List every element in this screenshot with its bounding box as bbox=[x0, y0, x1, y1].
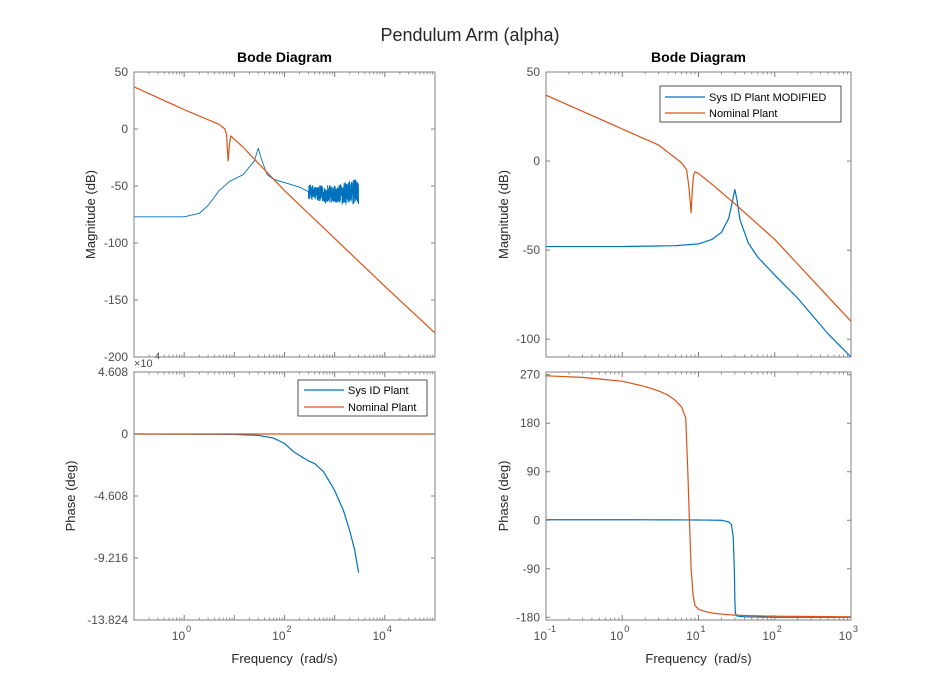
xtick-label-base: 10 bbox=[610, 629, 624, 643]
left-phase-legend: Sys ID Plant Nominal Plant bbox=[297, 379, 428, 417]
xtick-label-exponent: 2 bbox=[777, 624, 782, 634]
xtick-label: 10 1 bbox=[686, 624, 705, 643]
left-magnitude-ylabel: Magnitude (dB) bbox=[83, 170, 98, 259]
right-magnitude-title: Bode Diagram bbox=[651, 49, 746, 65]
right-phase-series-0 bbox=[546, 519, 851, 618]
left-phase-multiplier-base: ×10 bbox=[134, 358, 153, 370]
xtick-label-exponent: 3 bbox=[853, 624, 858, 634]
legend-label-sysid-modified: Sys ID Plant MODIFIED bbox=[709, 92, 826, 104]
ytick-label: -13.824 bbox=[87, 613, 128, 627]
xtick-label-exponent: -1 bbox=[548, 624, 556, 634]
xtick-label: 10 2 bbox=[762, 624, 781, 643]
ytick-label: 270 bbox=[520, 368, 540, 382]
left-magnitude-series-1 bbox=[134, 86, 435, 334]
xtick-label-base: 10 bbox=[686, 629, 700, 643]
xtick-label: 10 0 bbox=[172, 624, 191, 643]
xtick-label: 10 0 bbox=[610, 624, 629, 643]
legend-label-nominal: Nominal Plant bbox=[348, 402, 416, 414]
ytick-label: -100 bbox=[516, 332, 540, 346]
right-magnitude-legend-box bbox=[659, 85, 842, 123]
xtick-label-base: 10 bbox=[272, 629, 286, 643]
xtick-label: 10 2 bbox=[272, 624, 291, 643]
right-phase-series bbox=[546, 375, 851, 618]
left-phase-legend-box bbox=[297, 379, 428, 417]
right-magnitude-series bbox=[546, 94, 851, 357]
right-magnitude-series-0 bbox=[546, 188, 851, 357]
ytick-label: 180 bbox=[520, 416, 540, 430]
xtick-label-base: 10 bbox=[839, 629, 853, 643]
ytick-label: -50 bbox=[523, 243, 541, 257]
right-phase-xlabel: Frequency (rad/s) bbox=[645, 651, 751, 666]
xtick-label-exponent: 1 bbox=[701, 624, 706, 634]
ytick-label: -180 bbox=[516, 610, 540, 624]
ytick-label: -90 bbox=[523, 562, 541, 576]
ytick-label: 50 bbox=[527, 65, 541, 79]
left-phase-series bbox=[134, 433, 435, 573]
right-phase-ylabel: Phase (deg) bbox=[496, 461, 511, 532]
left-magnitude-title: Bode Diagram bbox=[237, 49, 332, 65]
legend-label-sysid: Sys ID Plant bbox=[348, 385, 409, 397]
ytick-label: -200 bbox=[104, 350, 128, 364]
ytick-label: -50 bbox=[111, 179, 129, 193]
right-magnitude-ticks: -100 -50 0 50 bbox=[516, 65, 852, 357]
ytick-label: 0 bbox=[533, 154, 540, 168]
left-phase-multiplier-exponent: 4 bbox=[155, 351, 160, 361]
left-magnitude-series-0 bbox=[134, 147, 360, 218]
xtick-label: 10 3 bbox=[839, 624, 858, 643]
legend-label-nominal-right: Nominal Plant bbox=[709, 108, 777, 120]
ytick-label: -100 bbox=[104, 236, 128, 250]
left-phase-ylabel: Phase (deg) bbox=[63, 461, 78, 532]
right-magnitude-legend: Sys ID Plant MODIFIED Nominal Plant bbox=[659, 85, 842, 123]
figure-title: Pendulum Arm (alpha) bbox=[380, 25, 559, 45]
xtick-label: 10 4 bbox=[372, 624, 391, 643]
ytick-label: -4.608 bbox=[94, 489, 128, 503]
ytick-label: -9.216 bbox=[94, 551, 128, 565]
xtick-label-exponent: 0 bbox=[186, 624, 191, 634]
xtick-label-exponent: 0 bbox=[624, 624, 629, 634]
left-magnitude-panel: Bode Diagram -200 -150 -100 -50 0 50 Magnitud… bbox=[83, 49, 436, 364]
ytick-label: 0 bbox=[121, 122, 128, 136]
left-phase-multiplier: ×10 4 bbox=[134, 351, 160, 370]
ytick-label: 50 bbox=[115, 65, 129, 79]
ytick-label: 0 bbox=[121, 427, 128, 441]
ytick-label: 90 bbox=[527, 465, 541, 479]
right-phase-axes bbox=[546, 372, 851, 620]
left-phase-xlabel: Frequency (rad/s) bbox=[231, 651, 337, 666]
left-magnitude-axes bbox=[134, 72, 435, 357]
xtick-label: 10 -1 bbox=[534, 624, 556, 643]
xtick-label-base: 10 bbox=[534, 629, 548, 643]
xtick-label-exponent: 2 bbox=[287, 624, 292, 634]
right-magnitude-ylabel: Magnitude (dB) bbox=[496, 170, 511, 259]
xtick-label-base: 10 bbox=[172, 629, 186, 643]
right-phase-series-1 bbox=[546, 375, 851, 618]
xtick-label-exponent: 4 bbox=[387, 624, 392, 634]
left-magnitude-series bbox=[134, 86, 435, 334]
left-magnitude-ticks: -200 -150 -100 -50 0 50 bbox=[104, 65, 436, 364]
right-magnitude-panel: Bode Diagram -100 -50 0 50 Sys ID Plant MOD… bbox=[496, 49, 852, 358]
ytick-label: -150 bbox=[104, 293, 128, 307]
ytick-label: 0 bbox=[533, 513, 540, 527]
xtick-label-base: 10 bbox=[372, 629, 386, 643]
right-magnitude-series-1 bbox=[546, 94, 851, 322]
ytick-label: 4.608 bbox=[98, 365, 128, 379]
left-phase-series-0 bbox=[134, 433, 360, 573]
xtick-label-base: 10 bbox=[762, 629, 776, 643]
